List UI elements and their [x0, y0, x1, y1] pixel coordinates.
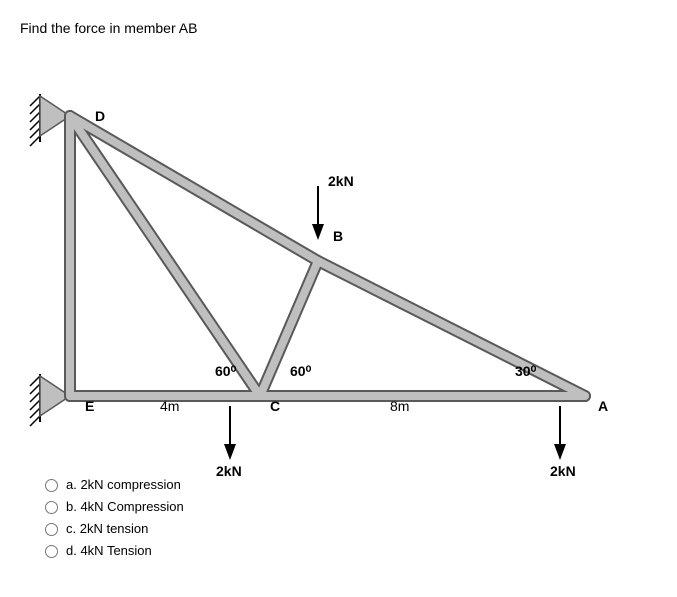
option-d-radio[interactable]	[45, 545, 58, 558]
svg-text:60⁰: 60⁰	[215, 363, 237, 379]
option-c[interactable]: c. 2kN tension	[40, 520, 657, 536]
truss-diagram: DECBA60⁰60⁰30⁰4m8m2kN2kN2kN	[20, 66, 620, 446]
svg-text:B: B	[333, 228, 343, 244]
svg-text:4m: 4m	[160, 398, 179, 414]
svg-text:60⁰: 60⁰	[290, 363, 312, 379]
question-text: Find the force in member AB	[20, 20, 657, 36]
svg-text:30⁰: 30⁰	[515, 363, 537, 379]
svg-text:A: A	[598, 398, 608, 414]
svg-text:D: D	[95, 108, 105, 124]
option-c-label: c. 2kN tension	[66, 521, 148, 536]
svg-text:C: C	[270, 398, 280, 414]
option-c-radio[interactable]	[45, 523, 58, 536]
option-d[interactable]: d. 4kN Tension	[40, 542, 657, 558]
svg-text:2kN: 2kN	[550, 463, 576, 479]
option-b-label: b. 4kN Compression	[66, 499, 184, 514]
option-d-label: d. 4kN Tension	[66, 543, 152, 558]
svg-text:2kN: 2kN	[216, 463, 242, 479]
answer-options: a. 2kN compression b. 4kN Compression c.…	[20, 476, 657, 558]
option-b-radio[interactable]	[45, 501, 58, 514]
svg-text:2kN: 2kN	[328, 173, 354, 189]
svg-text:E: E	[85, 398, 94, 414]
option-b[interactable]: b. 4kN Compression	[40, 498, 657, 514]
svg-text:8m: 8m	[390, 398, 409, 414]
